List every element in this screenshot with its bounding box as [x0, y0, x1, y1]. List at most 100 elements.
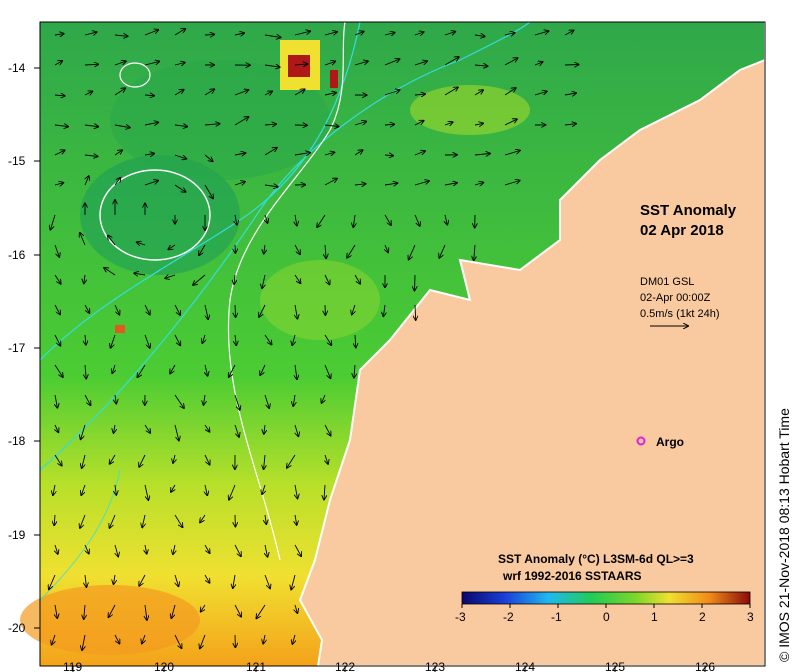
- current-vector-icon: [174, 63, 185, 66]
- current-vector-icon: [115, 544, 118, 557]
- current-vector-icon: [292, 634, 295, 644]
- current-vector-icon: [174, 29, 185, 36]
- map-frame: [39, 21, 766, 667]
- current-vector-icon: [291, 574, 296, 590]
- current-vector-icon: [414, 94, 425, 95]
- current-vector-icon: [145, 604, 147, 620]
- current-vector-icon: [85, 176, 89, 186]
- current-vector-icon: [171, 484, 175, 492]
- current-vector-icon: [474, 123, 483, 125]
- current-vector-icon: [171, 604, 176, 618]
- current-vector-icon: [234, 117, 249, 126]
- colorbar-title: SST Anomaly (°C) L3SM-6d QL>=3: [498, 552, 694, 566]
- current-vector-icon: [354, 150, 363, 156]
- current-vector-icon: [84, 125, 98, 127]
- current-vector-icon: [264, 424, 265, 434]
- current-vector-icon: [294, 544, 301, 556]
- current-vector-icon: [235, 214, 237, 225]
- current-vector-icon: [54, 150, 65, 156]
- current-vector-icon: [474, 90, 483, 96]
- current-vector-icon: [504, 181, 520, 186]
- lat-tick-label: -16: [8, 248, 26, 262]
- current-vector-icon: [444, 87, 458, 96]
- current-vector-icon: [439, 244, 446, 258]
- current-vector-icon: [81, 424, 86, 439]
- current-vector-icon: [415, 304, 416, 320]
- current-vector-icon: [256, 604, 266, 618]
- current-vector-icon: [355, 334, 356, 347]
- current-vector-icon: [264, 185, 278, 187]
- current-vector-icon: [80, 514, 86, 528]
- current-vector-icon: [174, 394, 184, 408]
- current-vector-icon: [144, 30, 158, 36]
- current-vector-icon: [104, 268, 116, 276]
- current-vector-icon: [504, 33, 515, 35]
- current-vector-icon: [54, 244, 59, 257]
- current-vector-icon: [82, 634, 85, 650]
- lat-tick-label: -20: [8, 621, 26, 635]
- current-vector-icon: [384, 155, 393, 156]
- current-vector-icon: [204, 89, 214, 96]
- current-vector-icon: [474, 35, 485, 36]
- current-vector-icon: [199, 244, 206, 255]
- current-vector-icon: [474, 65, 488, 66]
- current-vector-icon: [114, 35, 128, 36]
- current-vector-icon: [200, 634, 206, 648]
- current-vector-icon: [55, 604, 57, 618]
- current-vector-icon: [260, 364, 266, 375]
- current-vector-icon: [295, 364, 297, 379]
- current-vector-icon: [324, 424, 331, 436]
- current-vector-icon: [204, 154, 213, 161]
- argo-label: Argo: [656, 435, 684, 449]
- current-vector-icon: [234, 394, 240, 410]
- current-vector-icon: [354, 61, 368, 66]
- current-vector-icon: [324, 484, 325, 500]
- latitude-axis: -14 -15 -16 -17 -18 -19 -20: [8, 61, 40, 635]
- current-vector-icon: [233, 574, 235, 588]
- current-vector-icon: [54, 61, 62, 65]
- current-vector-icon: [294, 244, 300, 254]
- colorbar-tick-label: 0: [603, 610, 610, 624]
- current-vector-icon: [294, 31, 310, 36]
- current-vector-icon: [264, 574, 270, 588]
- current-vector-icon: [259, 304, 266, 317]
- current-vector-icon: [202, 334, 205, 343]
- current-vector-icon: [234, 90, 248, 96]
- argo-marker-icon: [636, 436, 646, 446]
- land-kimberley-coast: [298, 22, 766, 667]
- current-vector-icon: [54, 454, 62, 466]
- current-vector-icon: [293, 394, 295, 406]
- current-vector-icon: [54, 125, 68, 127]
- current-vector-icon: [354, 122, 366, 126]
- current-vector-icon: [324, 274, 330, 285]
- current-vector-icon: [204, 184, 213, 199]
- lon-tick-label: 124: [515, 660, 535, 672]
- current-vector-icon: [229, 364, 236, 377]
- current-vector-icon: [294, 153, 310, 155]
- current-vector-icon: [174, 334, 180, 345]
- current-vector-icon: [54, 274, 61, 284]
- hot-spot-red: [288, 55, 310, 77]
- current-vector-icon: [82, 454, 86, 468]
- current-vector-icon: [414, 151, 425, 156]
- current-vector-icon: [414, 121, 424, 126]
- current-vector-icon: [264, 148, 277, 156]
- current-vector-icon: [139, 574, 146, 586]
- current-vector-icon: [235, 334, 236, 345]
- current-vector-icon: [264, 65, 280, 67]
- current-vector-icon: [294, 64, 307, 65]
- current-vector-icon: [142, 634, 145, 644]
- current-vectors: [49, 29, 579, 650]
- current-vector-icon: [354, 364, 355, 378]
- current-vector-icon: [144, 304, 150, 315]
- current-vector-icon: [193, 274, 206, 285]
- current-vector-icon: [324, 61, 335, 65]
- current-vector-icon: [235, 304, 236, 317]
- contour-white-1: [227, 21, 346, 561]
- current-vector-icon: [114, 178, 120, 186]
- current-vector-icon: [444, 57, 459, 66]
- current-vector-icon: [80, 233, 86, 246]
- current-vector-icon: [474, 154, 490, 156]
- longitude-axis: 119 120 121 122 123 124 125 126: [63, 660, 715, 672]
